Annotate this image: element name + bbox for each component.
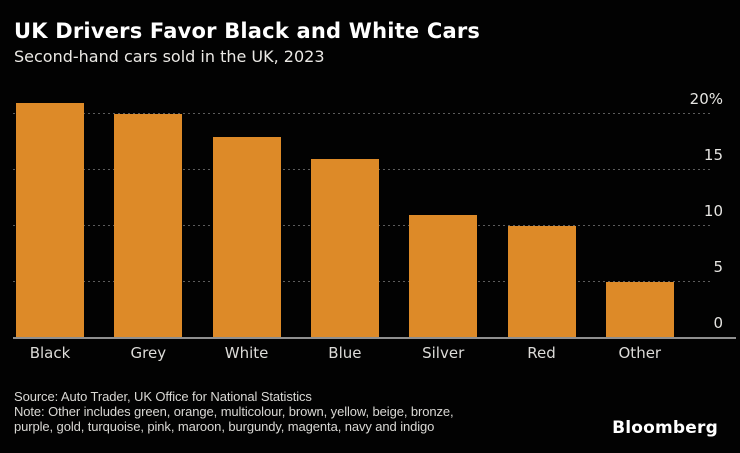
footnote-line-1: Note: Other includes green, orange, mult… (14, 404, 454, 419)
x-label-grey: Grey (130, 344, 167, 362)
x-label-white: White (224, 344, 269, 362)
chart-subtitle: Second-hand cars sold in the UK, 2023 (14, 47, 325, 66)
footnote: Note: Other includes green, orange, mult… (14, 404, 454, 434)
bar-silver (409, 214, 478, 338)
plot-area (13, 85, 712, 338)
x-label-black: Black (29, 344, 71, 362)
x-axis-baseline (13, 337, 736, 339)
x-label-blue: Blue (328, 344, 362, 362)
bar-black (16, 103, 84, 338)
bloomberg-logo: Bloomberg (612, 418, 718, 438)
bar-red (507, 226, 576, 338)
source-note: Source: Auto Trader, UK Office for Natio… (14, 389, 312, 404)
footnote-line-2: purple, gold, turquoise, pink, maroon, b… (14, 419, 435, 434)
bar-grey (114, 114, 183, 338)
x-label-red: Red (527, 344, 556, 362)
x-label-silver: Silver (422, 344, 465, 362)
gridline-20 (13, 113, 712, 115)
bar-blue (310, 159, 379, 338)
chart-title: UK Drivers Favor Black and White Cars (14, 19, 481, 43)
bar-white (212, 136, 281, 338)
x-label-other: Other (618, 344, 662, 362)
bar-other (605, 282, 674, 338)
